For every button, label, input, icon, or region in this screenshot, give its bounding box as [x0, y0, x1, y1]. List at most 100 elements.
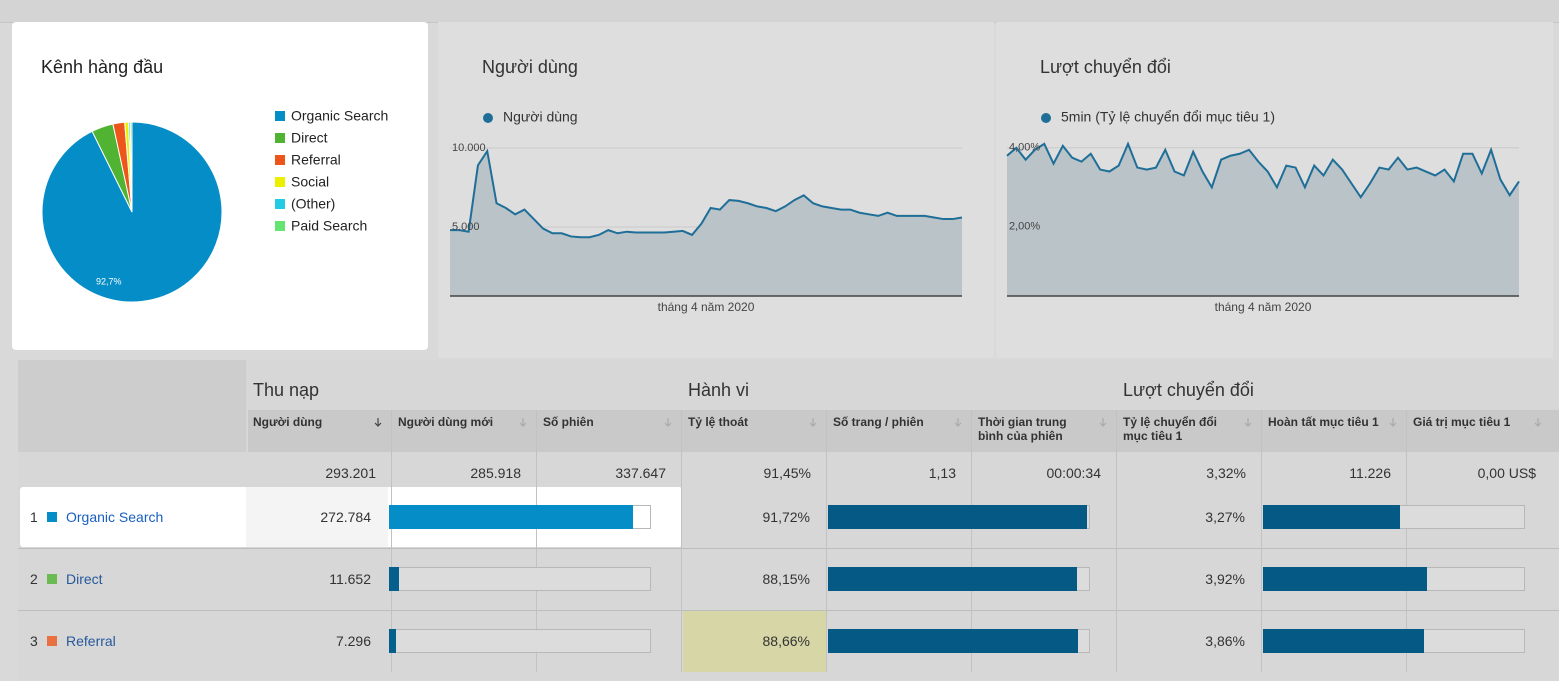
header-row [248, 410, 1559, 452]
line-area [1007, 143, 1519, 296]
legend-label: Người dùng [503, 109, 578, 125]
column-divider [681, 410, 682, 672]
conversion-cell: 3,27% [1205, 509, 1245, 525]
column-header: Tỷ lệ thoát [688, 415, 749, 429]
sort-icon [1244, 418, 1252, 427]
column-divider [391, 410, 392, 672]
users-cell: 7.296 [335, 633, 371, 649]
x-axis-label: tháng 4 năm 2020 [658, 300, 755, 314]
sort-icon [664, 418, 672, 427]
card-title: Người dùng [482, 57, 578, 77]
bar [1263, 567, 1427, 591]
line-area [450, 151, 962, 296]
bar-track [389, 567, 651, 591]
legend-dot [1041, 113, 1051, 123]
channel-link[interactable]: Direct [66, 571, 103, 587]
total-cell: 293.201 [325, 465, 376, 481]
total-cell: 91,45% [763, 465, 811, 481]
bar [1263, 505, 1400, 529]
sort-icon [809, 418, 817, 427]
y-tick-label: 2,00% [1009, 221, 1040, 233]
line [1006, 141, 1520, 199]
sort-icon [1099, 418, 1107, 427]
legend-swatch [275, 177, 285, 187]
legend-swatch [275, 133, 285, 143]
total-cell: 1,13 [928, 465, 956, 481]
conversion-cell: 3,86% [1205, 633, 1245, 649]
column-header: Số trang / phiên [833, 415, 924, 429]
sort-icon [954, 418, 962, 427]
column-header: Hoàn tất mục tiêu 1 [1268, 415, 1379, 429]
total-cell: 0,00 US$ [1477, 465, 1536, 481]
rank: 3 [30, 633, 38, 649]
column-divider [826, 410, 827, 672]
bar [828, 629, 1079, 653]
legend-label: Organic Search [291, 108, 388, 124]
bar [389, 567, 400, 591]
legend-dot [483, 113, 493, 123]
bounce-cell: 91,72% [762, 509, 810, 525]
column-divider [1116, 410, 1117, 672]
bar [1263, 629, 1425, 653]
total-cell: 00:00:34 [1046, 465, 1102, 481]
y-tick-label: 10.000 [452, 142, 486, 154]
legend-swatch [275, 221, 285, 231]
bar [828, 567, 1077, 591]
x-axis-label: tháng 4 năm 2020 [1215, 300, 1312, 314]
legend-label: Referral [291, 152, 341, 168]
total-cell: 11.226 [1349, 465, 1391, 481]
line-card [438, 22, 994, 358]
rank: 1 [30, 509, 38, 525]
group-header: Hành vi [688, 380, 750, 400]
channel-swatch [47, 574, 57, 584]
legend-swatch [275, 155, 285, 165]
column-header: Người dùng mới [398, 415, 494, 429]
line [450, 148, 963, 239]
column-header: Tỷ lệ chuyển đổi mục tiêu 1 [1123, 415, 1218, 443]
table-corner [18, 360, 246, 452]
column-divider [971, 410, 972, 672]
bounce-cell: 88,66% [762, 633, 810, 649]
legend-swatch [275, 111, 285, 121]
sort-icon [1389, 418, 1397, 427]
total-cell: 3,32% [1206, 465, 1246, 481]
users-cell: 272.784 [320, 509, 371, 525]
column-header: Người dùng [253, 415, 323, 429]
rank: 2 [30, 571, 38, 587]
column-header: Giá trị mục tiêu 1 [1413, 415, 1511, 429]
bar [389, 505, 633, 529]
column-divider [1406, 410, 1407, 672]
row-divider [18, 548, 1559, 549]
channel-link[interactable]: Organic Search [66, 509, 164, 525]
users-cell: 11.652 [329, 571, 371, 587]
conversion-cell: 3,92% [1205, 571, 1245, 587]
legend-label: Direct [291, 130, 328, 146]
cell-highlight [683, 611, 826, 672]
bar [389, 629, 396, 653]
channel-swatch [47, 512, 57, 522]
cell-shade [246, 487, 388, 547]
card-title: Kênh hàng đầu [41, 57, 163, 77]
row-divider [18, 610, 1559, 611]
slice-label: 92,7% [96, 276, 122, 286]
card-title: Lượt chuyển đổi [1040, 57, 1171, 77]
sort-icon [519, 418, 527, 427]
group-header: Lượt chuyển đổi [1123, 380, 1254, 400]
legend-swatch [275, 199, 285, 209]
legend-label: Paid Search [291, 218, 367, 234]
bar-track [389, 629, 651, 653]
channel-link[interactable]: Referral [66, 633, 116, 649]
legend-label: Social [291, 174, 329, 190]
column-header: Số phiên [543, 415, 594, 429]
y-tick-label: 5.000 [452, 221, 480, 233]
total-cell: 285.918 [470, 465, 521, 481]
sort-icon [1534, 418, 1542, 427]
bounce-cell: 88,15% [762, 571, 810, 587]
y-tick-label: 4,00% [1009, 142, 1040, 154]
column-divider [1261, 410, 1262, 672]
bar [828, 505, 1087, 529]
column-header: Thời gian trung bình của phiên [978, 415, 1067, 443]
group-header: Thu nạp [253, 380, 320, 400]
